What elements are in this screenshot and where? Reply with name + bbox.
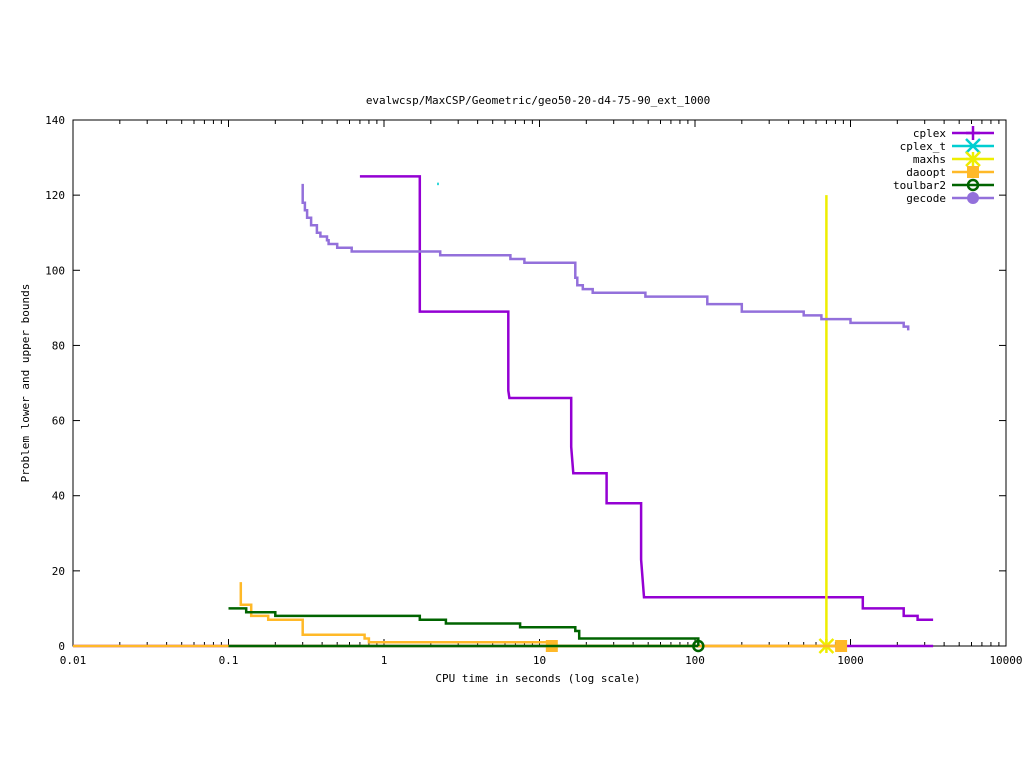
legend-marker-cplex-t (965, 138, 981, 154)
legend-marker-daoopt (967, 166, 979, 178)
legend-label-cplex-t: cplex_t (900, 140, 946, 153)
y-tick-label: 140 (45, 114, 65, 127)
x-tick-label: 100 (685, 654, 705, 667)
legend-label-daoopt: daoopt (906, 166, 946, 179)
marker-part (966, 178, 980, 192)
x-axis-label: CPU time in seconds (log scale) (435, 672, 640, 685)
marker-part (967, 166, 979, 178)
plot-frame (72, 119, 1007, 647)
legend-label-maxhs: maxhs (913, 153, 946, 166)
x-tick-label: 0.01 (60, 654, 87, 667)
y-tick-label: 60 (52, 415, 65, 428)
marker-part (692, 639, 705, 653)
y-tick-label: 120 (45, 189, 65, 202)
x-tick-label: 1 (381, 654, 388, 667)
legend-marker-gecode (967, 192, 979, 204)
legend-marker-maxhs (965, 151, 981, 167)
y-tick-label: 0 (58, 640, 65, 653)
series-toulbar2-point (692, 639, 705, 653)
marker-part (967, 192, 979, 204)
x-tick-label: 0.1 (219, 654, 239, 667)
legend-label-gecode: gecode (906, 192, 946, 205)
chart-title: evalwcsp/MaxCSP/Geometric/geo50-20-d4-75… (366, 94, 710, 107)
marker-part (835, 640, 848, 652)
x-tick-label: 10 (533, 654, 546, 667)
marker-part (965, 138, 981, 154)
legend-marker-toulbar2 (966, 178, 980, 192)
series-cplex-upper (359, 175, 934, 621)
legend-label-cplex: cplex (913, 127, 946, 140)
x-tick-label: 1000 (837, 654, 864, 667)
y-tick-label: 20 (52, 565, 65, 578)
y-tick-label: 40 (52, 490, 65, 503)
y-axis-label: Problem lower and upper bounds (19, 284, 32, 483)
legend-label-toulbar2: toulbar2 (893, 179, 946, 192)
y-tick-label: 100 (45, 264, 65, 277)
series-daoopt-upper (239, 582, 842, 648)
x-tick-label: 10000 (989, 654, 1022, 667)
series-gecode-upper (301, 183, 910, 331)
plot-area: 0 20 40 60 80 100 120 140 0.01 0.1 1 10 100 1000 10000 (45, 114, 1022, 667)
series-daoopt-point (835, 640, 848, 652)
series-toulbar2-upper (228, 607, 700, 646)
marker-part (965, 151, 981, 167)
legend-marker-cplex (966, 126, 980, 140)
y-tick-label: 80 (52, 339, 65, 352)
